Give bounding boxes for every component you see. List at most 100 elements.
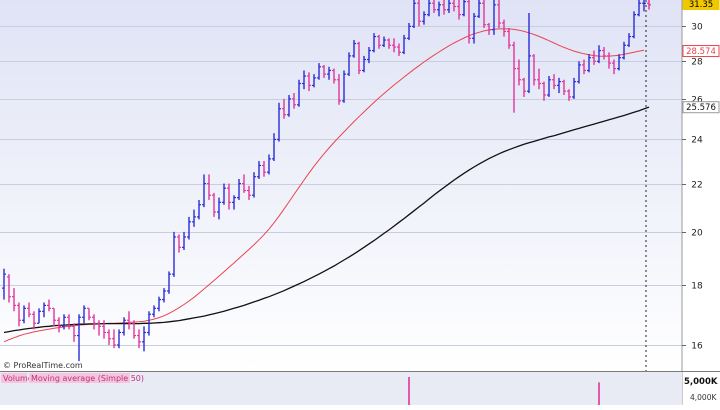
ohlc-bar — [447, 0, 451, 13]
ohlc-bar — [282, 98, 286, 119]
ohlc-bar — [217, 197, 221, 220]
ohlc-bar — [167, 271, 171, 294]
volume-tick-label: 5,000K — [684, 377, 718, 387]
ohlc-bar — [507, 28, 511, 49]
ohlc-bar — [52, 307, 56, 327]
ohlc-bar — [237, 178, 241, 200]
ohlc-bar — [362, 55, 366, 73]
ohlc-bar — [202, 174, 206, 208]
ohlc-bar — [442, 0, 446, 15]
ohlc-bar — [427, 0, 431, 17]
ohlc-bar — [232, 195, 236, 210]
price-tag-label: 31.35 — [689, 0, 713, 10]
volume-ma-label: Moving average (Simple 50) — [31, 374, 144, 383]
ohlc-bar — [462, 0, 466, 17]
y-tick-label: 26 — [691, 96, 703, 106]
ohlc-bar — [602, 47, 606, 60]
y-tick-label: 16 — [691, 342, 703, 352]
price-tag: 31.35 — [682, 0, 720, 11]
ohlc-bar — [337, 74, 341, 105]
ohlc-bar — [517, 59, 521, 86]
ohlc-bar — [437, 1, 441, 17]
ohlc-bar — [452, 0, 456, 12]
ohlc-bar — [352, 40, 356, 58]
ohlc-bar — [32, 311, 36, 330]
ohlc-bar — [512, 41, 516, 113]
ohlc-bar — [127, 311, 131, 330]
price-tags: 31.35 28.574 25.576 — [682, 0, 720, 114]
ohlc-bar — [372, 33, 376, 53]
ohlc-bar — [392, 38, 396, 53]
ohlc-bar — [292, 93, 296, 109]
ohlc-bar — [402, 34, 406, 55]
y-tick-label: 30 — [691, 23, 703, 33]
ohlc-bar — [572, 77, 576, 99]
y-tick-label: 18 — [691, 282, 703, 292]
ohlc-bar — [317, 63, 321, 80]
y-tick-label: 28 — [691, 58, 703, 68]
price-tag-box — [682, 101, 720, 114]
ohlc-bar — [227, 183, 231, 210]
ohlc-bar — [197, 199, 201, 220]
ohlc-bar — [122, 317, 126, 336]
ohlc-bar — [622, 41, 626, 60]
ohlc-bar — [347, 52, 351, 77]
price-tag-label: 28.574 — [686, 47, 716, 57]
ohlc-bar — [17, 302, 21, 327]
y-tick-label: 24 — [691, 136, 703, 146]
ohlc-bar — [57, 317, 61, 333]
ohlc-bar — [7, 274, 11, 303]
ohlc-bar — [47, 299, 51, 312]
ohlc-bar — [432, 0, 436, 13]
ohlc-bar — [552, 74, 556, 90]
ohlc-bar — [262, 161, 266, 177]
price-grid — [0, 26, 682, 346]
ohlc-bar — [617, 54, 621, 71]
ohlc-bar — [207, 174, 211, 200]
ohlc-bar — [142, 326, 146, 352]
ohlc-bar — [482, 0, 486, 29]
ohlc-bar — [412, 0, 416, 29]
ohlc-bar — [147, 311, 151, 336]
ohlc-bar — [87, 307, 91, 321]
ohlc-bar — [357, 41, 361, 75]
ohlc-bar — [632, 11, 636, 39]
ohlc-bar — [567, 89, 571, 101]
volume-label: Volume — [3, 374, 33, 383]
price-axis: 16 18 20 22 24 26 28 30 — [682, 23, 703, 352]
ohlc-bar — [327, 66, 331, 80]
price-panel-bg — [0, 0, 682, 371]
ohlc-bar — [157, 296, 161, 312]
ohlc-bar — [67, 314, 71, 330]
ohlc-bar — [277, 102, 281, 142]
ohlc-bar — [642, 0, 646, 12]
ohlc-bar — [582, 59, 586, 75]
ohlc-bar — [77, 314, 81, 362]
y-tick-label: 22 — [691, 181, 702, 191]
price-tag: 28.574 — [682, 45, 720, 58]
ohlc-bar — [542, 81, 546, 101]
volume-tick-label: 4,000K — [690, 393, 717, 402]
volume-ma-label-bg — [29, 373, 130, 383]
ohlc-bar — [472, 12, 476, 44]
ohlc-bar — [222, 183, 226, 205]
ohlc-bar — [72, 323, 76, 342]
copyright-label: © ProRealTime.com — [3, 361, 83, 370]
ohlc-bar — [252, 172, 256, 198]
ohlc-bar — [377, 34, 381, 49]
ohlc-bar — [102, 320, 106, 339]
ohlc-bar — [132, 320, 136, 339]
ohlc-bar — [297, 79, 301, 107]
ohlc-bar — [577, 61, 581, 84]
ohlc-bar — [397, 43, 401, 56]
ohlc-bar — [332, 68, 336, 84]
ohlc-bar — [107, 329, 111, 345]
price-plot — [2, 0, 651, 371]
ohlc-bar — [457, 0, 461, 20]
ohlc-bar — [307, 72, 311, 92]
ohlc-bar — [267, 154, 271, 175]
ohlc-bar — [92, 314, 96, 330]
ohlc-bar — [502, 19, 506, 37]
